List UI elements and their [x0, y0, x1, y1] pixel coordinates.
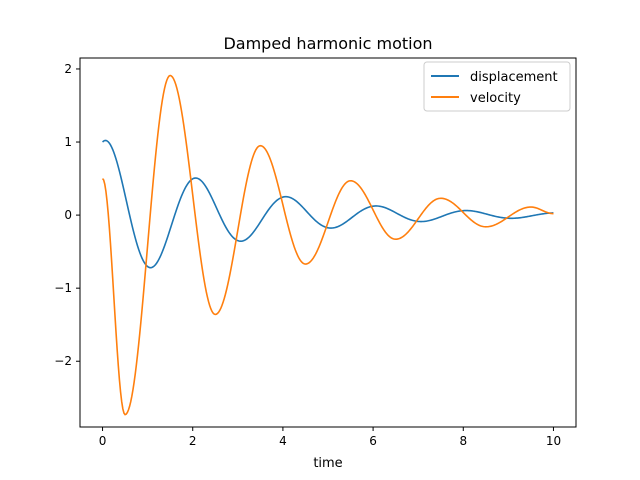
series-layer — [101, 74, 554, 416]
x-tick-label: 4 — [279, 434, 287, 448]
legend-label-displacement: displacement — [470, 70, 558, 85]
axes-layer — [79, 57, 577, 428]
x-tick-label: 2 — [189, 434, 197, 448]
y-tick-label: 2 — [64, 62, 72, 76]
x-tick-label: 10 — [546, 434, 561, 448]
x-tick-label: 0 — [99, 434, 107, 448]
legend-frame — [423, 61, 571, 112]
legend-label-velocity: velocity — [470, 91, 521, 106]
x-tick-label: 8 — [459, 434, 467, 448]
y-tick-label: −2 — [54, 354, 72, 368]
y-tick-label: 1 — [64, 135, 72, 149]
x-axis-label: time — [313, 456, 342, 471]
ticks-layer: 0 2 4 6 8 10 −2 −1 0 1 2 — [54, 62, 561, 448]
x-tick-label: 6 — [369, 434, 377, 448]
y-tick-label: −1 — [54, 281, 72, 295]
series-line-velocity — [101, 74, 554, 416]
series-line-displacement — [102, 139, 554, 269]
legend: displacement velocity — [423, 61, 571, 112]
chart-title: Damped harmonic motion — [223, 34, 432, 53]
plot-frame — [79, 57, 577, 428]
y-tick-label: 0 — [64, 208, 72, 222]
